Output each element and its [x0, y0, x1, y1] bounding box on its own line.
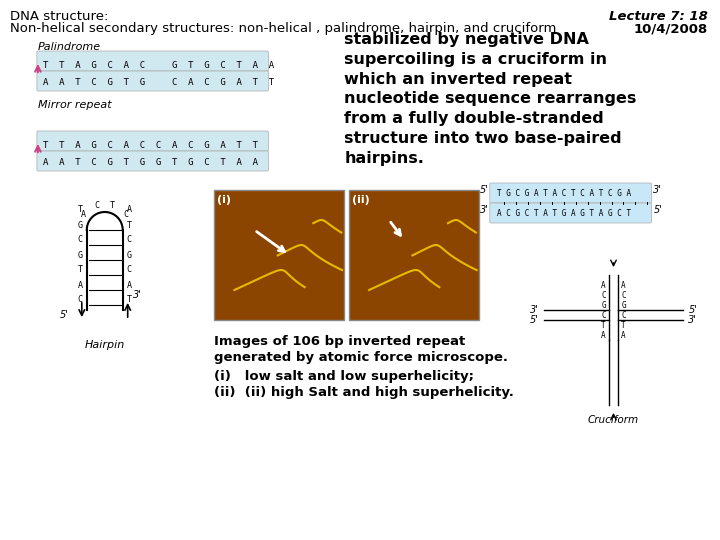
Text: G: G [127, 251, 132, 260]
Text: C: C [127, 235, 132, 245]
Text: A: A [78, 280, 83, 289]
Text: (i): (i) [217, 195, 231, 205]
FancyBboxPatch shape [490, 203, 652, 223]
Text: stabilized by negative DNA
supercoiling is a cruciform in
which an inverted repe: stabilized by negative DNA supercoiling … [344, 32, 636, 166]
Text: Mirror repeat: Mirror repeat [38, 100, 112, 110]
Text: 5': 5' [480, 185, 489, 195]
FancyBboxPatch shape [37, 71, 269, 91]
Text: C: C [621, 310, 626, 320]
Text: A C G C T A T G A G T A G C T: A C G C T A T G A G T A G C T [497, 208, 631, 218]
Text: Lecture 7: 18: Lecture 7: 18 [609, 10, 708, 23]
Text: T: T [78, 206, 83, 214]
Text: A: A [621, 330, 626, 340]
Text: C: C [601, 291, 606, 300]
Text: C: C [78, 235, 83, 245]
Text: T: T [127, 220, 132, 230]
Text: A: A [601, 330, 606, 340]
Text: 3': 3' [132, 290, 142, 300]
FancyBboxPatch shape [37, 131, 269, 151]
Text: 3': 3' [480, 205, 489, 215]
Text: 5': 5' [654, 205, 662, 215]
FancyBboxPatch shape [37, 151, 269, 171]
Text: T: T [621, 321, 626, 329]
Text: 5': 5' [688, 305, 697, 315]
Text: C: C [94, 201, 99, 210]
Text: G: G [621, 300, 626, 309]
Text: C: C [127, 266, 132, 274]
Text: C: C [621, 291, 626, 300]
FancyBboxPatch shape [490, 183, 652, 203]
Text: G: G [78, 220, 83, 230]
Text: T  T  A  G  C  A  C     G  T  G  C  T  A  A: T T A G C A C G T G C T A A [43, 61, 274, 70]
Text: T: T [601, 321, 606, 329]
Text: (i)   low salt and low superhelicity;
(ii)  (ii) high Salt and high superhelicit: (i) low salt and low superhelicity; (ii)… [215, 370, 514, 399]
Text: Palindrome: Palindrome [38, 42, 101, 52]
Text: 3': 3' [530, 305, 539, 315]
Text: 5': 5' [60, 310, 69, 320]
Text: 10/4/2008: 10/4/2008 [634, 22, 708, 35]
Text: Hairpin: Hairpin [85, 340, 125, 350]
Text: DNA structure:: DNA structure: [10, 10, 108, 23]
Text: (ii): (ii) [352, 195, 370, 205]
Text: Cruciform: Cruciform [588, 415, 639, 425]
Text: T G C G A T A C T C A T C G A: T G C G A T A C T C A T C G A [497, 188, 631, 198]
Text: 3': 3' [688, 315, 697, 325]
Text: A  A  T  C  G  T  G  G  T  G  C  T  A  A: A A T C G T G G T G C T A A [43, 158, 258, 167]
Text: 5': 5' [530, 315, 539, 325]
FancyBboxPatch shape [37, 51, 269, 71]
Text: 3': 3' [654, 185, 662, 195]
Text: G: G [78, 251, 83, 260]
Text: A: A [601, 280, 606, 289]
Text: T: T [110, 201, 115, 210]
Text: Non-helical secondary structures: non-helical , palindrome, hairpin, and crucifo: Non-helical secondary structures: non-he… [10, 22, 557, 35]
Text: A: A [81, 210, 86, 219]
Text: C: C [601, 310, 606, 320]
Text: Images of 106 bp inverted repeat
generated by atomic force microscope.: Images of 106 bp inverted repeat generat… [215, 335, 508, 364]
Text: A: A [127, 280, 132, 289]
Text: T  T  A  G  C  A  C  C  A  C  G  A  T  T: T T A G C A C C A C G A T T [43, 141, 258, 150]
FancyBboxPatch shape [349, 190, 479, 320]
Text: T: T [78, 266, 83, 274]
Text: C: C [78, 295, 83, 305]
Text: C: C [123, 210, 128, 219]
Text: G: G [601, 300, 606, 309]
Text: T: T [127, 295, 132, 305]
Text: A: A [127, 206, 132, 214]
FancyBboxPatch shape [215, 190, 344, 320]
Text: A: A [621, 280, 626, 289]
Text: A  A  T  C  G  T  G     C  A  C  G  A  T  T: A A T C G T G C A C G A T T [43, 78, 274, 87]
